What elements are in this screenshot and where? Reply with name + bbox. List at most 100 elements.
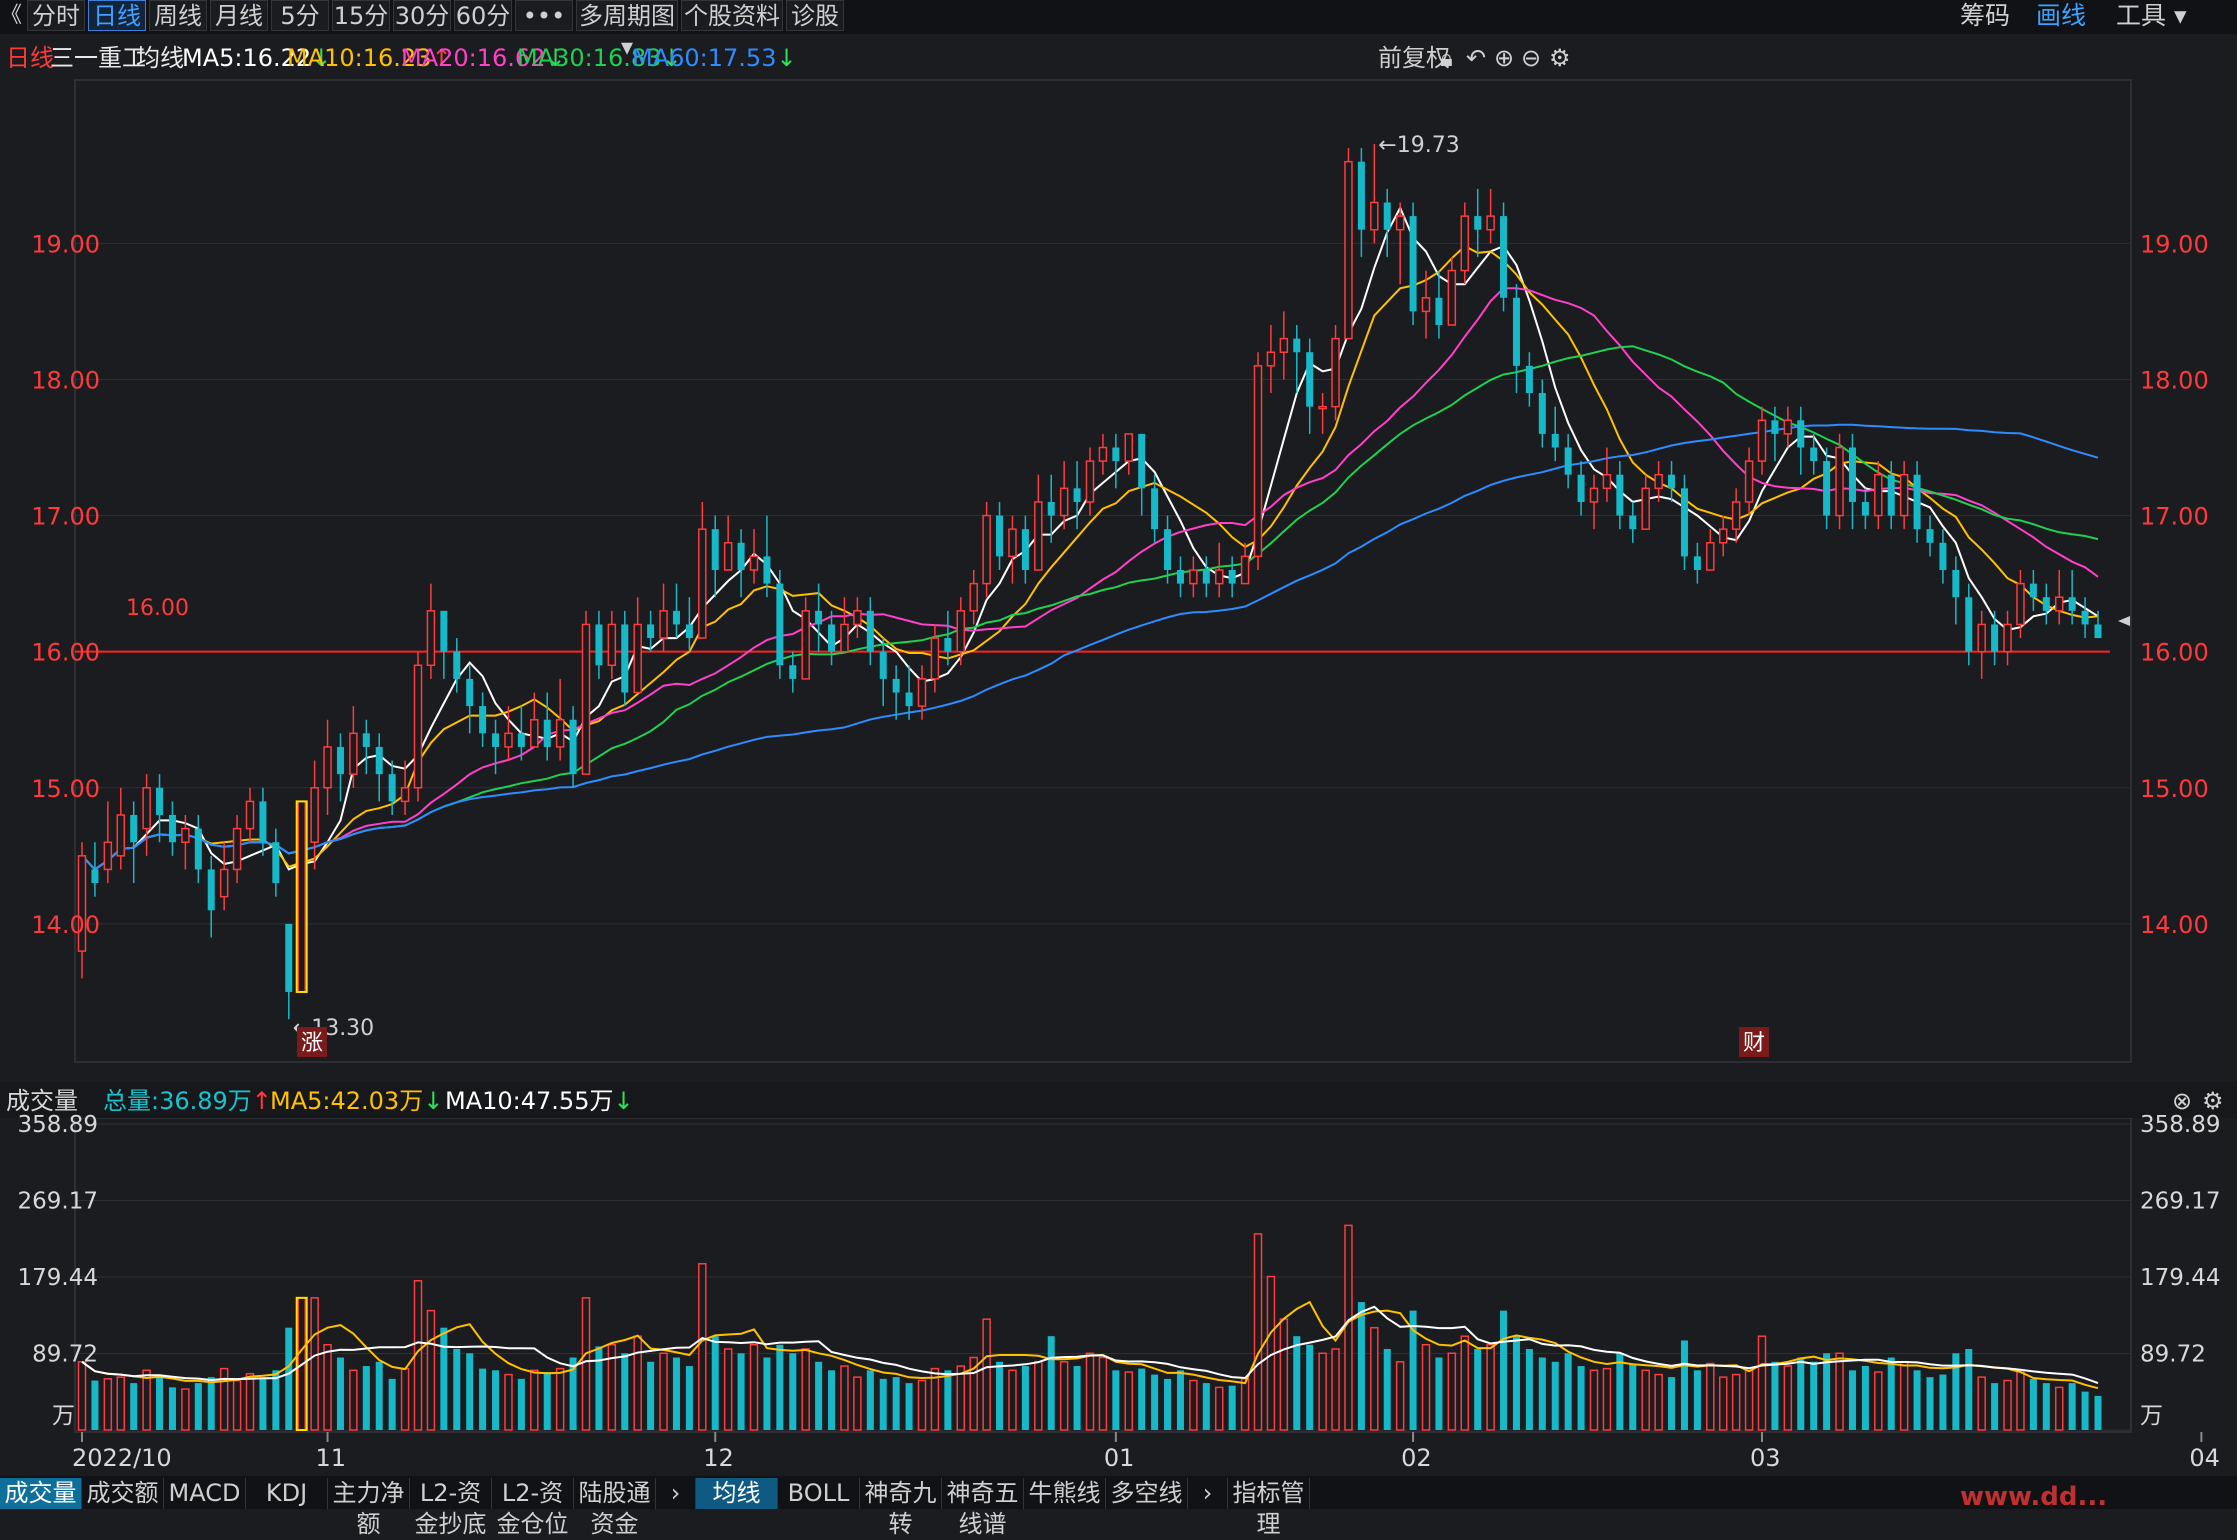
tab-1[interactable]: 日线 bbox=[88, 0, 146, 31]
tab-0[interactable]: 分时 bbox=[27, 0, 85, 31]
right-tool-1[interactable]: 画线 bbox=[2036, 1, 2087, 30]
ma10-value: MA10:16.23↑ bbox=[287, 44, 452, 72]
candle-body bbox=[181, 827, 190, 843]
indicator-tab-16[interactable]: 指标管理 bbox=[1228, 1478, 1310, 1538]
candle-body bbox=[168, 815, 176, 843]
adjust-mode-button[interactable]: 前复权 bbox=[1378, 44, 1450, 72]
candle-body bbox=[1757, 419, 1767, 462]
tab-6[interactable]: 30分 bbox=[393, 0, 451, 31]
indicator-tab-11[interactable]: 神奇九转 bbox=[860, 1478, 942, 1538]
volume-bar bbox=[1047, 1336, 1055, 1430]
price-tick-left: 17.00 bbox=[31, 503, 100, 531]
settings-gear-icon[interactable]: ⚙ bbox=[1549, 44, 1571, 72]
candle-body bbox=[1383, 202, 1391, 230]
indicator-tab-9[interactable]: 均线 bbox=[696, 1478, 778, 1509]
indicator-tab-8[interactable]: › bbox=[656, 1478, 696, 1509]
volume-bar bbox=[1486, 1343, 1495, 1431]
right-tool-0[interactable]: 筹码 bbox=[1960, 1, 2011, 30]
candle-body bbox=[1551, 433, 1559, 448]
indicator-tab-3[interactable]: KDJ bbox=[246, 1478, 328, 1509]
volume-bar bbox=[323, 1343, 332, 1431]
volume-bar bbox=[1551, 1361, 1559, 1430]
candle-body bbox=[672, 610, 680, 625]
indicator-tab-1[interactable]: 成交额 bbox=[82, 1478, 164, 1509]
candle-body bbox=[1680, 488, 1688, 557]
volume-bar bbox=[2003, 1379, 2012, 1431]
volume-settings-gear-icon[interactable]: ⚙ bbox=[2202, 1087, 2224, 1115]
tab-10[interactable]: 个股资料 bbox=[681, 0, 783, 31]
date-label: 03 bbox=[1750, 1444, 1781, 1472]
candle-body bbox=[91, 869, 99, 884]
volume-bar bbox=[581, 1297, 591, 1431]
candle-body bbox=[156, 787, 164, 815]
volume-bar bbox=[116, 1376, 126, 1431]
candle-body bbox=[77, 855, 87, 952]
lock-icon[interactable]: 🔒︎ bbox=[1440, 44, 1453, 72]
indicator-tab-4[interactable]: 主力净额 bbox=[328, 1478, 410, 1538]
volume-bar bbox=[1214, 1386, 1224, 1431]
candle-body bbox=[543, 719, 551, 747]
kline-chart[interactable]: 19.00 18.00 17.00 16.00 15.00 14.00 19.00 18.00… bbox=[0, 0, 2237, 1509]
volume-bar bbox=[2054, 1386, 2064, 1431]
cai-marker-bg bbox=[1739, 1027, 1769, 1057]
indicator-tab-13[interactable]: 牛熊线 bbox=[1024, 1478, 1106, 1509]
indicator-tab-2[interactable]: MACD bbox=[164, 1478, 246, 1509]
indicator-tab-15[interactable]: › bbox=[1188, 1478, 1228, 1509]
volume-bar bbox=[232, 1379, 242, 1431]
price-tick-left: 16.00 bbox=[31, 639, 100, 667]
date-label: 02 bbox=[1401, 1444, 1432, 1472]
period-toolbar: 《 分时 日线 周线 月线 5分 15分 30分 60分 ••• 多周期图 ▾ 个股资料 诊股 筹码画… bbox=[0, 0, 2237, 61]
tab-5[interactable]: 15分 bbox=[332, 0, 390, 31]
candle-body bbox=[1783, 419, 1793, 435]
volume-bar bbox=[207, 1377, 215, 1430]
stock-name: 三一重工 bbox=[50, 44, 146, 72]
candle-body bbox=[1797, 420, 1805, 448]
volume-bar bbox=[621, 1353, 629, 1430]
undo-icon[interactable]: ↶ bbox=[1466, 44, 1487, 72]
volume-bar bbox=[969, 1356, 978, 1431]
tab-7[interactable]: 60分 bbox=[454, 0, 512, 31]
volume-ma-lines bbox=[81, 1300, 2099, 1390]
tab-3[interactable]: 月线 bbox=[210, 0, 268, 31]
zoom-in-icon[interactable]: ⊕ bbox=[1494, 44, 1515, 72]
price-frame bbox=[74, 79, 2132, 1063]
zoom-out-icon[interactable]: ⊖ bbox=[1521, 44, 1542, 72]
volume-bar bbox=[1189, 1379, 1198, 1431]
volume-ma10: MA10:47.55万↓ bbox=[445, 1087, 634, 1115]
candle-body bbox=[194, 828, 202, 870]
candle-body bbox=[581, 623, 591, 775]
volume-bar bbox=[91, 1380, 99, 1430]
tab-4[interactable]: 5分 bbox=[271, 0, 329, 31]
candle-body bbox=[763, 556, 771, 584]
volume-bar bbox=[1913, 1370, 1921, 1430]
tab-11[interactable]: 诊股 bbox=[786, 0, 844, 31]
right-tool-2[interactable]: 工具 ▾ bbox=[2116, 1, 2187, 30]
tab-8[interactable]: ••• bbox=[515, 0, 573, 31]
volume-bar bbox=[633, 1335, 642, 1431]
price-tick-right: 17.00 bbox=[2140, 503, 2209, 531]
candle-body bbox=[1810, 447, 1818, 462]
volume-bar bbox=[310, 1297, 319, 1431]
volume-bar bbox=[879, 1378, 887, 1430]
candle-body bbox=[1344, 160, 1353, 340]
tab-9[interactable]: 多周期图 ▾ bbox=[576, 0, 678, 61]
candle-body bbox=[1668, 474, 1676, 489]
indicator-tab-7[interactable]: 陆股通资金 bbox=[574, 1478, 656, 1538]
candle-body bbox=[1085, 460, 1095, 503]
indicator-tab-5[interactable]: L2-资金抄底 bbox=[410, 1478, 492, 1538]
volume-bar bbox=[828, 1370, 836, 1430]
volume-bar bbox=[1744, 1369, 1754, 1431]
indicator-tab-0[interactable]: 成交量 bbox=[0, 1478, 82, 1509]
indicator-tab-10[interactable]: BOLL bbox=[778, 1478, 860, 1509]
volume-tick-left: 179.44 bbox=[18, 1265, 98, 1291]
tab-2[interactable]: 周线 bbox=[149, 0, 207, 31]
indicator-tab-6[interactable]: L2-资金仓位 bbox=[492, 1478, 574, 1538]
candle-body bbox=[1744, 460, 1754, 503]
indicator-tab-14[interactable]: 多空线 bbox=[1106, 1478, 1188, 1509]
back-icon[interactable]: 《 bbox=[0, 3, 23, 28]
candle-body bbox=[1500, 216, 1508, 298]
volume-bar bbox=[607, 1343, 617, 1431]
volume-bar bbox=[1757, 1335, 1767, 1431]
close-panel-icon[interactable]: ⊗ bbox=[2172, 1087, 2193, 1115]
indicator-tab-12[interactable]: 神奇五线谱 bbox=[942, 1478, 1024, 1538]
